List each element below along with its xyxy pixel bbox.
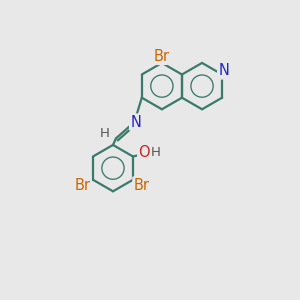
Text: Br: Br — [74, 178, 91, 193]
Text: O: O — [138, 145, 150, 160]
Text: Br: Br — [134, 178, 149, 193]
Text: N: N — [130, 115, 141, 130]
Text: H: H — [100, 127, 110, 140]
Text: H: H — [151, 146, 161, 159]
Text: N: N — [218, 63, 229, 78]
Text: Br: Br — [154, 49, 170, 64]
